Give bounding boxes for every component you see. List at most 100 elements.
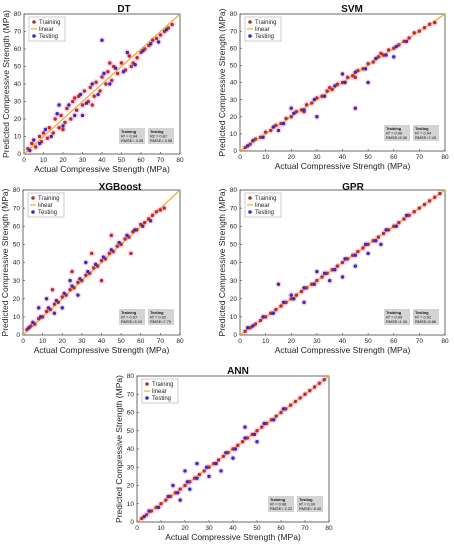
training-point	[159, 502, 163, 506]
testing-point	[243, 425, 247, 429]
training-point	[366, 242, 370, 247]
testing-point	[52, 311, 57, 315]
training-point	[104, 82, 108, 86]
legend-label: Testing	[38, 210, 57, 216]
testing-point	[86, 269, 90, 274]
training-point	[108, 61, 112, 65]
x-tick-label: 20	[288, 338, 296, 345]
training-point	[89, 251, 94, 256]
stats-text: Training	[386, 126, 402, 131]
y-tick-label: 80	[13, 187, 21, 194]
stats-box-bg	[148, 309, 174, 325]
training-point	[173, 491, 178, 495]
training-point	[304, 286, 309, 290]
training-point	[299, 289, 304, 294]
stats-box-bg	[268, 496, 294, 512]
y-axis-label: Predicted Compressive Strength (MPa)	[114, 375, 124, 523]
training-point	[236, 443, 240, 448]
legend-label: Testing	[255, 34, 274, 40]
stats-box-bg	[413, 125, 439, 141]
training-point	[84, 273, 88, 277]
marks	[24, 14, 180, 154]
testing-point	[148, 219, 153, 223]
x-tick-label: 20	[288, 154, 296, 161]
x-tick-label: 10	[39, 338, 47, 345]
training-point	[178, 487, 182, 491]
training-point	[422, 202, 427, 207]
testing-point	[340, 72, 345, 76]
stats-text: R² = 0.99	[386, 315, 402, 320]
training-point	[255, 429, 259, 433]
training-point	[269, 128, 273, 133]
y-tick-label: 20	[13, 296, 21, 303]
y-tick-label: 80	[127, 373, 135, 380]
y-tick-label: 30	[127, 464, 135, 471]
testing-point	[353, 106, 358, 110]
training-point	[197, 472, 202, 477]
testing-point	[31, 320, 35, 325]
training-point	[59, 113, 63, 118]
training-point	[45, 136, 50, 140]
testing-point	[166, 494, 170, 499]
testing-point	[404, 213, 409, 218]
stats-box-bg	[119, 128, 145, 144]
testing-point	[60, 306, 64, 310]
training-point	[99, 258, 104, 263]
legend-label: Training	[255, 20, 276, 26]
legend-marker-testing	[32, 34, 36, 38]
stats-text: RMSE=5.03	[121, 319, 142, 324]
testing-point	[78, 92, 83, 97]
training-point	[47, 126, 52, 130]
testing-point	[353, 253, 358, 257]
training-point	[417, 29, 422, 33]
y-tick-label: 10	[13, 314, 21, 321]
testing-point	[271, 125, 276, 129]
training-point	[253, 322, 258, 326]
testing-point	[73, 113, 77, 118]
testing-point	[49, 134, 53, 139]
training-point	[294, 109, 299, 114]
linear-line	[23, 190, 180, 335]
training-point	[279, 121, 283, 126]
testing-point	[176, 491, 180, 495]
testing-point	[76, 293, 80, 297]
testing-point	[289, 293, 293, 297]
training-point	[327, 85, 332, 90]
training-point	[154, 210, 159, 214]
testing-point	[183, 469, 187, 473]
testing-point	[302, 108, 306, 112]
testing-point	[62, 291, 66, 296]
y-tick-label: 80	[230, 187, 238, 194]
y-axis-label: Predicted Compressive Strength (MPa)	[217, 8, 227, 156]
training-point	[356, 249, 360, 254]
training-point	[94, 80, 98, 84]
y-tick-label: 60	[230, 223, 238, 230]
training-point	[245, 436, 250, 440]
training-point	[433, 20, 437, 25]
training-point	[379, 51, 383, 56]
x-tick-label: 0	[238, 154, 242, 161]
training-point	[407, 36, 411, 40]
testing-point	[245, 144, 250, 148]
x-tick-label: 10	[262, 154, 270, 161]
x-tick-label: 0	[238, 338, 242, 345]
testing-point	[68, 278, 72, 283]
testing-point	[302, 286, 306, 290]
training-point	[402, 39, 406, 44]
training-point	[135, 56, 139, 60]
training-point	[417, 206, 422, 210]
testing-point	[292, 111, 296, 116]
y-tick-label: 70	[14, 29, 22, 36]
x-tick-label: 20	[59, 157, 67, 164]
training-point	[412, 210, 416, 214]
testing-point	[188, 487, 192, 491]
x-tick-label: 60	[137, 338, 145, 345]
stats-text: R2 = 0.87	[150, 134, 167, 139]
testing-point	[117, 240, 121, 245]
training-point	[107, 251, 112, 256]
